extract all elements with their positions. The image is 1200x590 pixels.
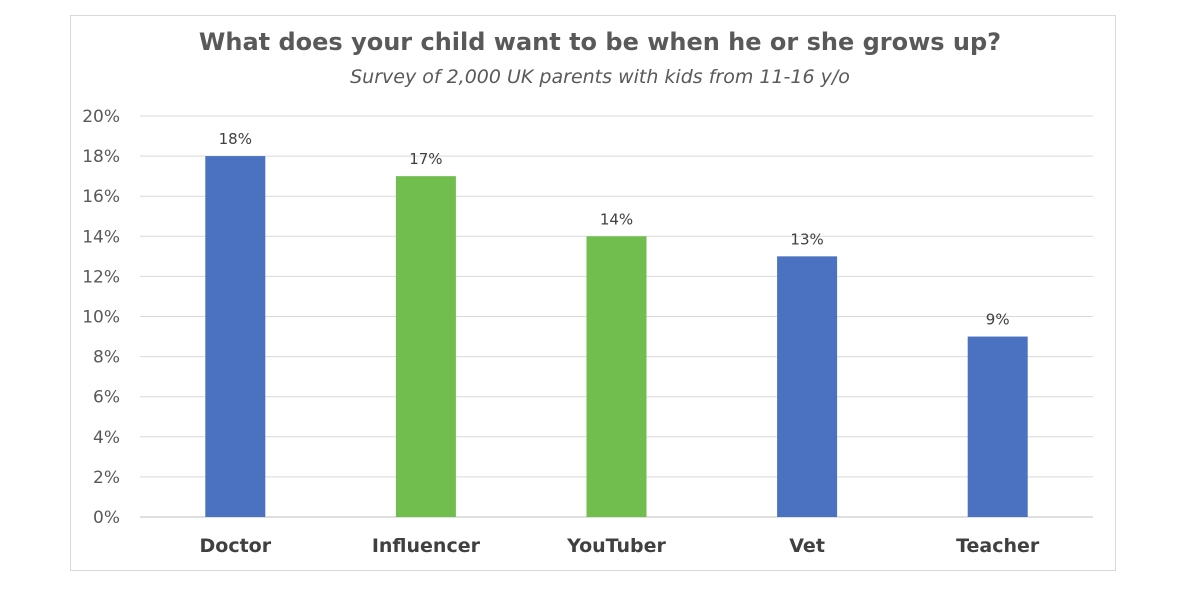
data-label: 13% [790, 230, 823, 248]
x-category-label: Influencer [372, 535, 481, 557]
chart-subtitle: Survey of 2,000 UK parents with kids fro… [350, 66, 850, 88]
y-tick-label: 6% [93, 388, 120, 408]
x-category-label: Teacher [956, 535, 1040, 557]
y-tick-label: 0% [93, 508, 120, 528]
y-tick-label: 12% [82, 267, 120, 287]
y-tick-label: 2% [93, 468, 120, 488]
data-label: 9% [986, 311, 1010, 329]
y-tick-label: 14% [82, 227, 120, 247]
x-category-label: Doctor [200, 535, 272, 557]
y-tick-label: 8% [93, 348, 120, 368]
y-tick-label: 20% [82, 107, 120, 127]
x-category-label: YouTuber [566, 535, 666, 557]
bar [777, 256, 838, 517]
y-tick-label: 16% [82, 187, 120, 207]
data-label: 14% [600, 210, 633, 228]
y-tick-label: 4% [93, 428, 120, 448]
y-tick-label: 10% [82, 308, 120, 328]
bar [967, 336, 1028, 517]
x-category-label: Vet [789, 535, 825, 557]
y-tick-label: 18% [82, 147, 120, 167]
chart-title: What does your child want to be when he … [198, 28, 1002, 56]
data-label: 18% [219, 130, 252, 148]
bar [205, 156, 266, 517]
bar [395, 176, 456, 517]
data-label: 17% [409, 150, 442, 168]
bar [586, 236, 647, 518]
